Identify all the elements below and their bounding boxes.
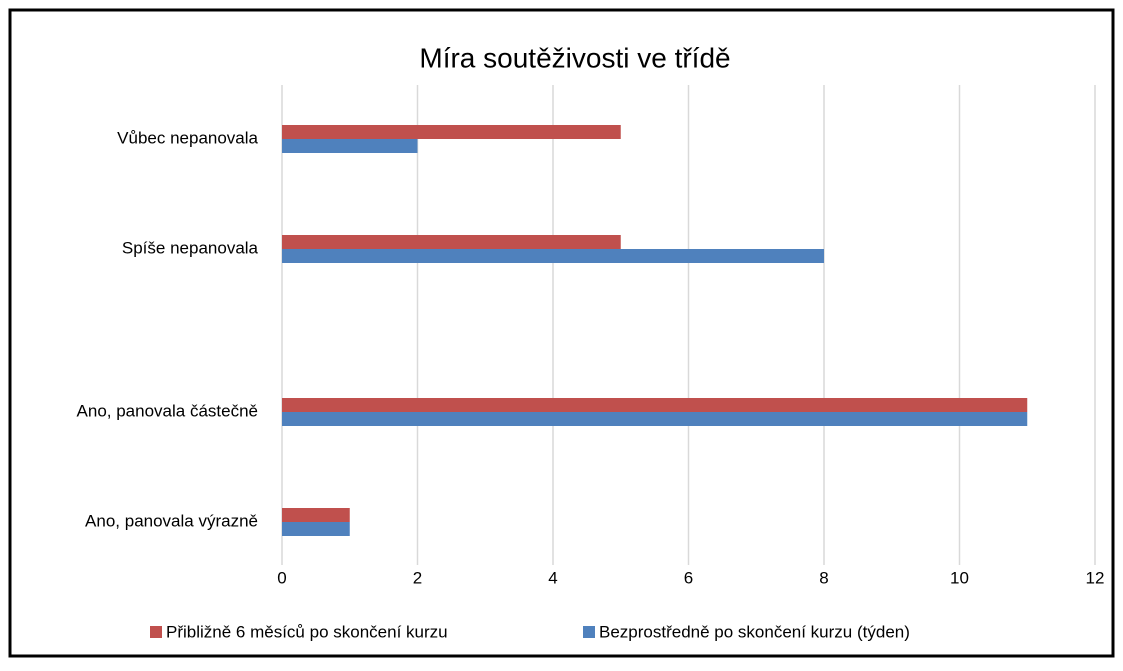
legend-label: Přibližně 6 měsíců po skončení kurzu: [166, 622, 448, 641]
bar: [282, 235, 621, 249]
chart-frame: [8, 8, 1115, 658]
y-tick-label: Spíše nepanovala: [122, 238, 259, 257]
bar: [282, 522, 350, 536]
y-tick-label: Ano, panovala částečně: [77, 401, 258, 420]
x-tick-label: 12: [1086, 568, 1105, 587]
y-tick-label: Ano, panovala výrazně: [85, 511, 258, 530]
x-tick-label: 10: [950, 568, 969, 587]
bar: [282, 139, 418, 153]
x-tick-label: 0: [277, 568, 286, 587]
x-tick-label: 8: [819, 568, 828, 587]
y-tick-label: Vůbec nepanovala: [117, 128, 258, 147]
legend-swatch: [150, 626, 162, 638]
chart-title: Míra soutěživosti ve třídě: [419, 42, 730, 73]
bar: [282, 508, 350, 522]
legend-swatch: [583, 626, 595, 638]
x-tick-label: 2: [413, 568, 422, 587]
bar: [282, 412, 1028, 426]
bar: [282, 125, 621, 139]
x-tick-label: 6: [684, 568, 693, 587]
legend-label: Bezprostředně po skončení kurzu (týden): [599, 622, 910, 641]
x-tick-label: 4: [548, 568, 557, 587]
bar: [282, 249, 824, 263]
bar: [282, 398, 1028, 412]
